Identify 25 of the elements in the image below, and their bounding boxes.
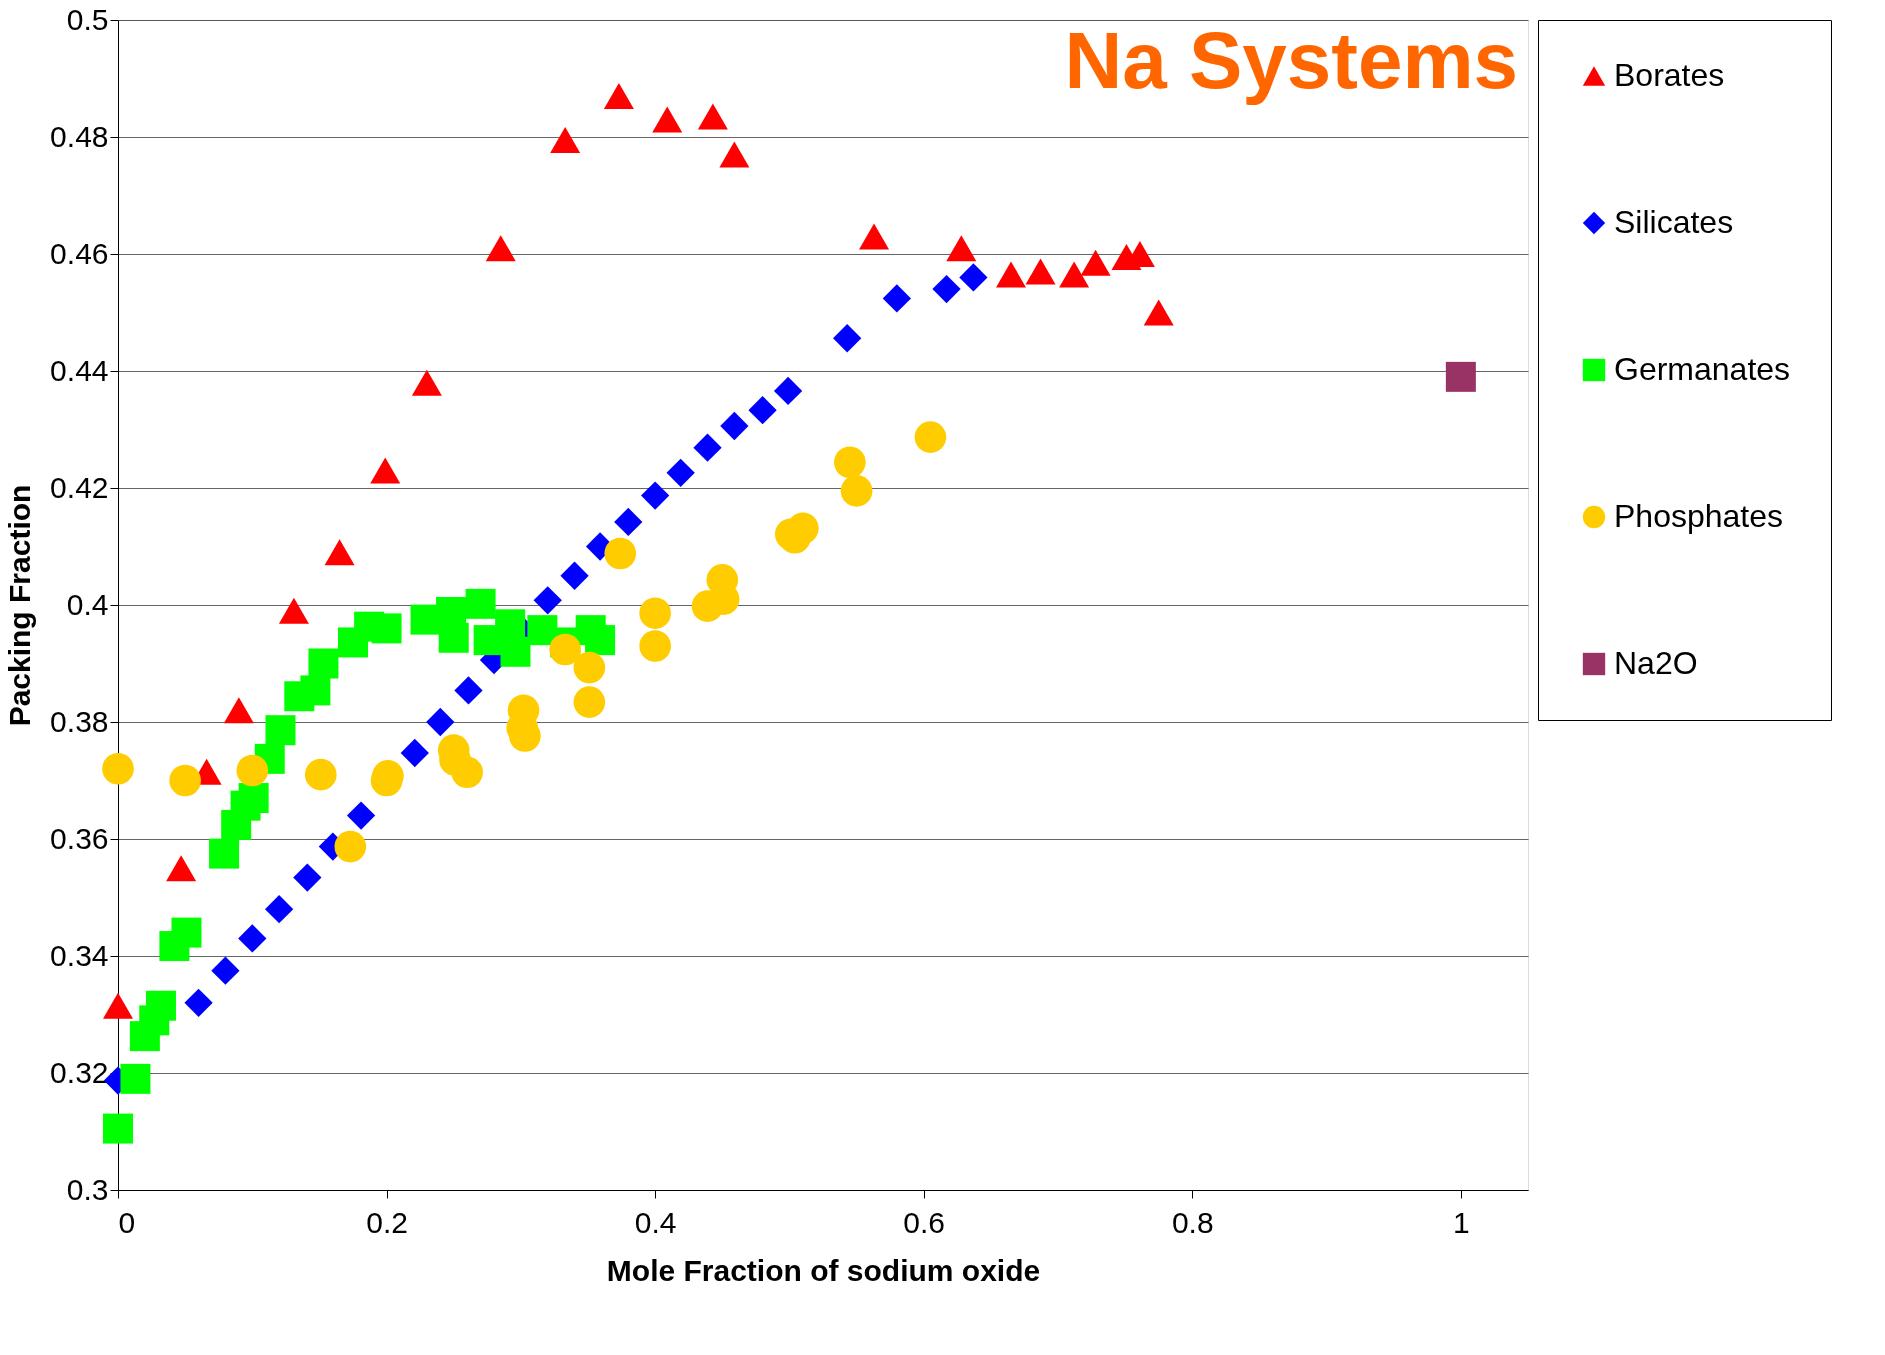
legend-label: Silicates [1614, 204, 1734, 240]
x-tick-label: 0.4 [634, 1205, 677, 1239]
y-tick-label: 0.4 [66, 587, 109, 621]
legend-label: Borates [1614, 57, 1725, 93]
y-tick-label: 0.36 [50, 821, 109, 855]
y-tick-label: 0.3 [66, 1172, 109, 1206]
y-tick-label: 0.32 [50, 1055, 109, 1089]
x-tick-label: 0.8 [1171, 1205, 1214, 1239]
legend-label: Na2O [1614, 645, 1698, 681]
x-tick-label: 0 [118, 1205, 136, 1239]
y-tick-label: 0.38 [50, 704, 109, 738]
y-tick-label: 0.5 [66, 2, 109, 36]
y-tick-label: 0.42 [50, 470, 109, 504]
x-axis-title: Mole Fraction of sodium oxide [606, 1253, 1041, 1287]
x-tick-label: 0.6 [903, 1205, 946, 1239]
y-tick-label: 0.46 [50, 236, 109, 270]
x-tick-label: 0.2 [366, 1205, 408, 1239]
y-tick-label: 0.48 [50, 119, 109, 153]
y-tick-label: 0.44 [50, 353, 109, 387]
y-tick-label: 0.34 [50, 938, 109, 972]
chart-title: Na Systems [1064, 16, 1518, 105]
y-axis-title: Packing Fraction [3, 484, 37, 727]
x-tick-label: 1 [1453, 1205, 1470, 1239]
legend-label: Phosphates [1614, 498, 1784, 534]
legend-label: Germanates [1614, 351, 1791, 387]
